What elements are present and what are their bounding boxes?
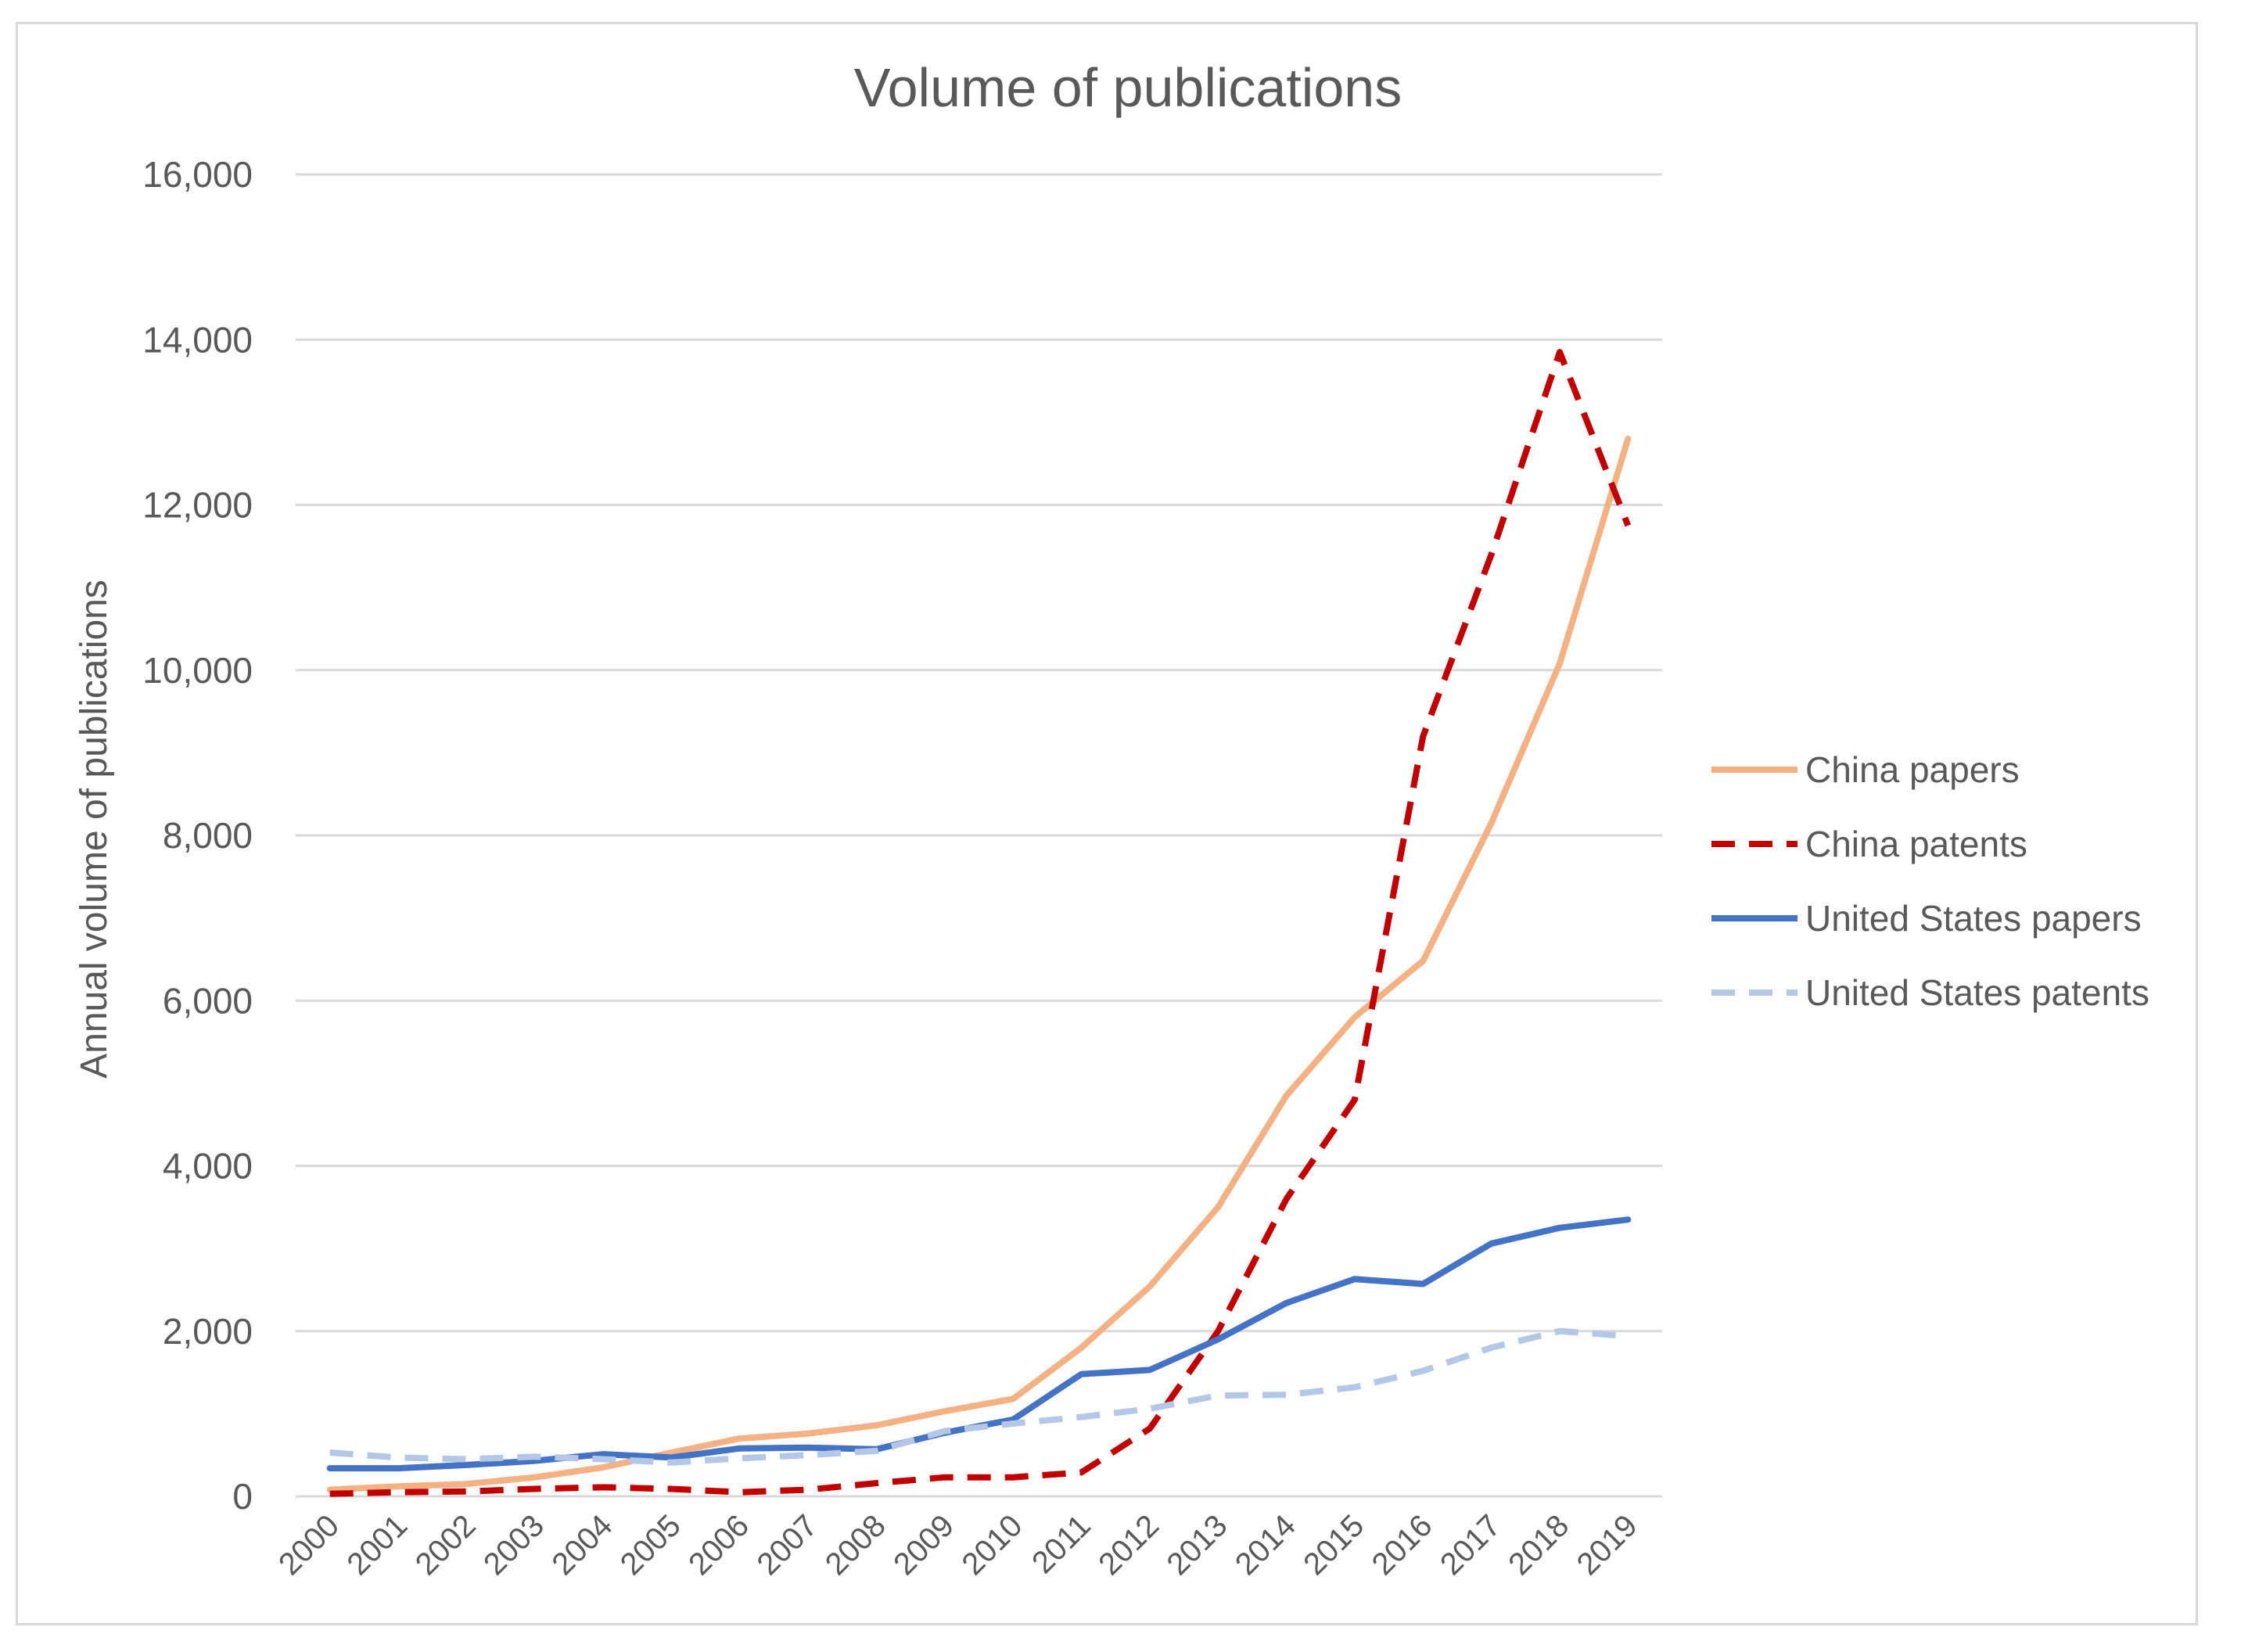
- x-tick-label: 2019: [1571, 1508, 1644, 1582]
- chart-title: Volume of publications: [854, 57, 1402, 118]
- y-tick-label: 16,000: [142, 154, 253, 195]
- legend: China papers China patents United States p…: [1711, 749, 2149, 1013]
- x-tick-label: 2018: [1502, 1508, 1575, 1582]
- x-tick-label: 2009: [887, 1508, 961, 1582]
- x-tick-label: 2014: [1229, 1508, 1302, 1582]
- series-lines: [326, 349, 1632, 1497]
- x-axis-ticks: 2000200120022003200420052006200720082009…: [272, 1508, 1644, 1582]
- x-tick-label: 2004: [545, 1508, 619, 1582]
- x-tick-label: 2003: [477, 1508, 551, 1582]
- y-tick-label: 10,000: [142, 650, 253, 691]
- x-tick-label: 2006: [682, 1508, 756, 1582]
- legend-label: China patents: [1805, 824, 2027, 864]
- x-tick-label: 2015: [1297, 1508, 1370, 1582]
- x-tick-label: 2007: [750, 1508, 824, 1582]
- y-tick-label: 2,000: [163, 1311, 253, 1352]
- y-tick-label: 0: [232, 1476, 253, 1517]
- x-tick-label: 2002: [409, 1508, 483, 1582]
- y-tick-label: 4,000: [163, 1146, 253, 1187]
- series-line-united-states-patents: [329, 1327, 1629, 1466]
- y-axis-label: Annual volume of publications: [74, 580, 115, 1079]
- x-tick-label: 2010: [956, 1508, 1029, 1582]
- series-line-china-patents: [329, 349, 1632, 1497]
- y-tick-label: 6,000: [163, 980, 253, 1021]
- legend-label: China papers: [1805, 749, 2020, 790]
- x-tick-label: 2001: [340, 1508, 414, 1582]
- x-tick-label: 2016: [1366, 1508, 1439, 1582]
- y-tick-label: 12,000: [142, 485, 253, 526]
- x-tick-label: 2011: [1025, 1508, 1097, 1580]
- legend-label: United States papers: [1805, 898, 2142, 939]
- x-tick-label: 2005: [614, 1508, 688, 1582]
- x-tick-label: 2013: [1161, 1508, 1234, 1582]
- legend-label: United States patents: [1805, 972, 2149, 1013]
- gridlines: [296, 173, 1662, 1498]
- chart-frame: [16, 22, 2198, 1625]
- x-tick-label: 2000: [272, 1508, 346, 1582]
- y-axis-ticks: 0 2,000 4,000 6,000 8,000 10,000 12,000 14,000 1…: [142, 154, 253, 1517]
- x-tick-label: 2008: [819, 1508, 892, 1582]
- y-tick-label: 14,000: [142, 319, 253, 360]
- x-tick-label: 2017: [1434, 1508, 1507, 1582]
- y-tick-label: 8,000: [163, 815, 253, 856]
- series-line-united-states-papers: [326, 1216, 1632, 1472]
- series-line-china-papers: [326, 436, 1632, 1493]
- x-tick-label: 2012: [1092, 1508, 1165, 1582]
